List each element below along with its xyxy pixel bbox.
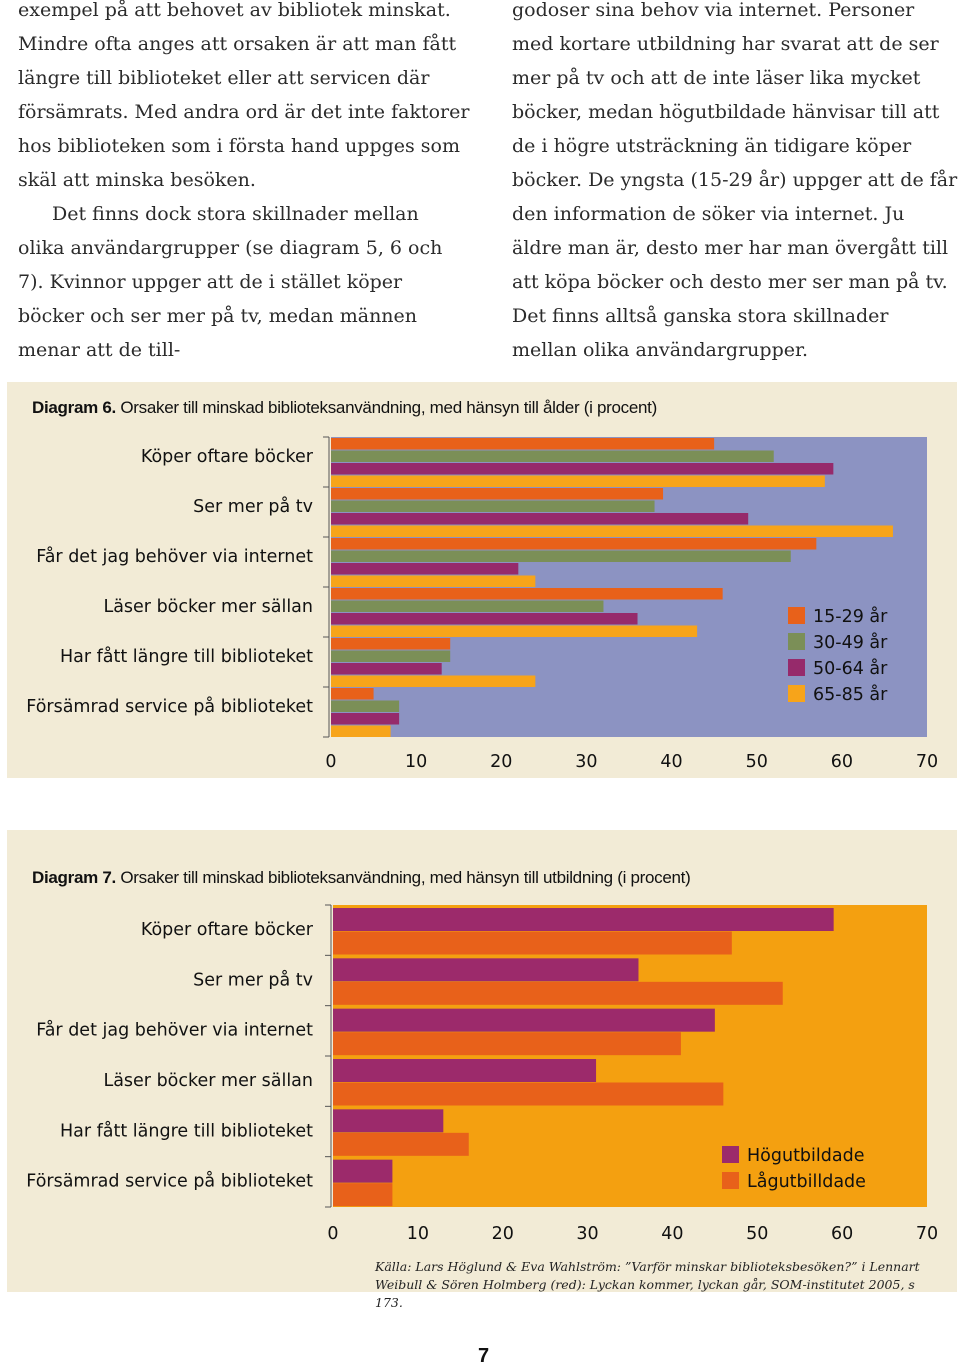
bar-15-29-r-l-ser-b-cker-mer-s-llan bbox=[331, 588, 723, 600]
bar-30-49-r-f-r-det-jag-beh-ver-via-internet bbox=[331, 550, 791, 562]
legend-swatch-l-gutbilldade bbox=[722, 1172, 739, 1189]
bar-30-49-r-ser-mer-p-tv bbox=[331, 500, 655, 512]
bar-15-29-r-ser-mer-p-tv bbox=[331, 488, 664, 500]
bar-l-gutbilldade-f-rs-mrad-service-p-biblioteket bbox=[333, 1183, 393, 1207]
bar-15-29-r-f-r-det-jag-beh-ver-via-internet bbox=[331, 538, 817, 550]
bar-30-49-r-k-per-oftare-b-cker bbox=[331, 450, 774, 462]
diagram-7-title: Diagram 7. Orsaker till minskad bibliote… bbox=[32, 868, 691, 888]
x-tick-label: 30 bbox=[575, 752, 597, 772]
bar-h-gutbildade-har-f-tt-l-ngre-till-biblioteket bbox=[333, 1109, 444, 1133]
paragraph: godoser sina behov via internet. Persone… bbox=[512, 0, 958, 361]
bar-50-64-r-ser-mer-p-tv bbox=[331, 513, 749, 525]
bar-65-85-r-har-f-tt-l-ngre-till-biblioteket bbox=[331, 675, 536, 687]
bar-65-85-r-ser-mer-p-tv bbox=[331, 525, 893, 537]
legend-swatch-15-29-r bbox=[788, 607, 805, 624]
category-label-l-ser-b-cker-mer-s-llan: Läser böcker mer sällan bbox=[103, 597, 313, 617]
text-column-right: godoser sina behov via internet. Persone… bbox=[512, 0, 958, 367]
category-label-f-rs-mrad-service-p-biblioteket: Försämrad service på biblioteket bbox=[26, 1171, 313, 1192]
paragraph: Det finns dock stora skillnader mellan o… bbox=[18, 203, 443, 361]
diagram-title-text: Orsaker till minskad biblioteksanvändnin… bbox=[120, 398, 657, 417]
bar-l-gutbilldade-f-r-det-jag-beh-ver-via-internet bbox=[333, 1032, 681, 1056]
bar-h-gutbildade-ser-mer-p-tv bbox=[333, 958, 639, 982]
x-tick-label: 10 bbox=[405, 752, 427, 772]
bar-50-64-r-l-ser-b-cker-mer-s-llan bbox=[331, 613, 638, 625]
bar-30-49-r-har-f-tt-l-ngre-till-biblioteket bbox=[331, 650, 451, 662]
bar-50-64-r-f-r-det-jag-beh-ver-via-internet bbox=[331, 563, 519, 575]
category-label-ser-mer-p-tv: Ser mer på tv bbox=[193, 496, 313, 517]
bar-65-85-r-f-rs-mrad-service-p-biblioteket bbox=[331, 725, 391, 737]
diagram-title-text: Orsaker till minskad biblioteksanvändnin… bbox=[120, 868, 691, 887]
category-label-f-r-det-jag-beh-ver-via-internet: Får det jag behöver via internet bbox=[36, 546, 313, 567]
legend-label-15-29-r: 15-29 år bbox=[813, 606, 888, 627]
legend-swatch-30-49-r bbox=[788, 633, 805, 650]
category-label-har-f-tt-l-ngre-till-biblioteket: Har fått längre till biblioteket bbox=[60, 1120, 313, 1141]
x-tick-label: 30 bbox=[576, 1224, 598, 1244]
x-tick-label: 20 bbox=[492, 1224, 514, 1244]
bar-15-29-r-har-f-tt-l-ngre-till-biblioteket bbox=[331, 638, 451, 650]
x-tick-label: 50 bbox=[746, 1224, 768, 1244]
bar-15-29-r-f-rs-mrad-service-p-biblioteket bbox=[331, 688, 374, 700]
bar-50-64-r-har-f-tt-l-ngre-till-biblioteket bbox=[331, 663, 442, 675]
bar-50-64-r-k-per-oftare-b-cker bbox=[331, 463, 834, 475]
category-label-f-r-det-jag-beh-ver-via-internet: Får det jag behöver via internet bbox=[36, 1020, 313, 1041]
bar-h-gutbildade-k-per-oftare-b-cker bbox=[333, 908, 834, 931]
bar-h-gutbildade-l-ser-b-cker-mer-s-llan bbox=[333, 1059, 597, 1082]
x-tick-label: 10 bbox=[407, 1224, 429, 1244]
page-number: 7 bbox=[478, 1345, 490, 1367]
bar-l-gutbilldade-ser-mer-p-tv bbox=[333, 981, 783, 1005]
education-bar-chart: Köper oftare böcker Ser mer på tv Får det … bbox=[26, 904, 938, 1244]
category-label-k-per-oftare-b-cker: Köper oftare böcker bbox=[141, 920, 314, 940]
bar-h-gutbildade-f-rs-mrad-service-p-biblioteket bbox=[333, 1159, 393, 1183]
text-column-left: exempel på att behovet av bibliotek mins… bbox=[18, 0, 470, 367]
legend-label-30-49-r: 30-49 år bbox=[813, 632, 888, 653]
bar-65-85-r-l-ser-b-cker-mer-s-llan bbox=[331, 625, 698, 637]
bar-30-49-r-f-rs-mrad-service-p-biblioteket bbox=[331, 700, 400, 712]
x-tick-label: 60 bbox=[831, 752, 853, 772]
bar-l-gutbilldade-l-ser-b-cker-mer-s-llan bbox=[333, 1082, 724, 1106]
x-tick-label: 70 bbox=[916, 752, 938, 772]
bar-50-64-r-f-rs-mrad-service-p-biblioteket bbox=[331, 713, 400, 725]
diagram-label: Diagram 7. bbox=[32, 868, 116, 887]
category-label-f-rs-mrad-service-p-biblioteket: Försämrad service på biblioteket bbox=[26, 696, 313, 717]
x-tick-label: 40 bbox=[660, 752, 682, 772]
age-bar-chart: Köper oftare böcker Ser mer på tv Får det … bbox=[26, 436, 938, 772]
category-label-k-per-oftare-b-cker: Köper oftare böcker bbox=[141, 447, 314, 467]
legend-swatch-h-gutbildade bbox=[722, 1146, 739, 1163]
bar-h-gutbildade-f-r-det-jag-beh-ver-via-internet bbox=[333, 1008, 715, 1032]
x-tick-label: 0 bbox=[325, 752, 336, 772]
diagram-6-panel: Diagram 6. Orsaker till minskad bibliote… bbox=[7, 382, 957, 778]
x-tick-label: 40 bbox=[661, 1224, 683, 1244]
bar-l-gutbilldade-k-per-oftare-b-cker bbox=[333, 931, 732, 955]
bar-65-85-r-k-per-oftare-b-cker bbox=[331, 475, 825, 487]
category-label-l-ser-b-cker-mer-s-llan: Läser böcker mer sällan bbox=[103, 1071, 313, 1091]
x-tick-label: 50 bbox=[746, 752, 768, 772]
x-tick-label: 20 bbox=[490, 752, 512, 772]
x-tick-label: 0 bbox=[327, 1224, 338, 1244]
legend-label-65-85-r: 65-85 år bbox=[813, 684, 888, 705]
legend-swatch-50-64-r bbox=[788, 659, 805, 676]
bar-l-gutbilldade-har-f-tt-l-ngre-till-biblioteket bbox=[333, 1132, 469, 1156]
bar-65-85-r-f-r-det-jag-beh-ver-via-internet bbox=[331, 575, 536, 587]
diagram-label: Diagram 6. bbox=[32, 398, 116, 417]
source-note: Källa: Lars Höglund & Eva Wahlström: ”Va… bbox=[375, 1259, 920, 1310]
bar-30-49-r-l-ser-b-cker-mer-s-llan bbox=[331, 600, 604, 612]
legend-swatch-65-85-r bbox=[788, 685, 805, 702]
paragraph: exempel på att behovet av bibliotek mins… bbox=[18, 0, 470, 191]
diagram-7-panel: Diagram 7. Orsaker till minskad bibliote… bbox=[7, 830, 957, 1292]
category-label-har-f-tt-l-ngre-till-biblioteket: Har fått längre till biblioteket bbox=[60, 646, 313, 667]
legend-label-h-gutbildade: Högutbildade bbox=[747, 1146, 864, 1166]
bar-15-29-r-k-per-oftare-b-cker bbox=[331, 438, 715, 450]
x-tick-label: 70 bbox=[916, 1224, 938, 1244]
plot-area bbox=[333, 905, 927, 1207]
legend-label-l-gutbilldade: Lågutbilldade bbox=[747, 1171, 866, 1192]
category-label-ser-mer-p-tv: Ser mer på tv bbox=[193, 969, 313, 990]
diagram-6-title: Diagram 6. Orsaker till minskad bibliote… bbox=[32, 398, 657, 418]
x-tick-label: 60 bbox=[831, 1224, 853, 1244]
legend-label-50-64-r: 50-64 år bbox=[813, 658, 888, 679]
